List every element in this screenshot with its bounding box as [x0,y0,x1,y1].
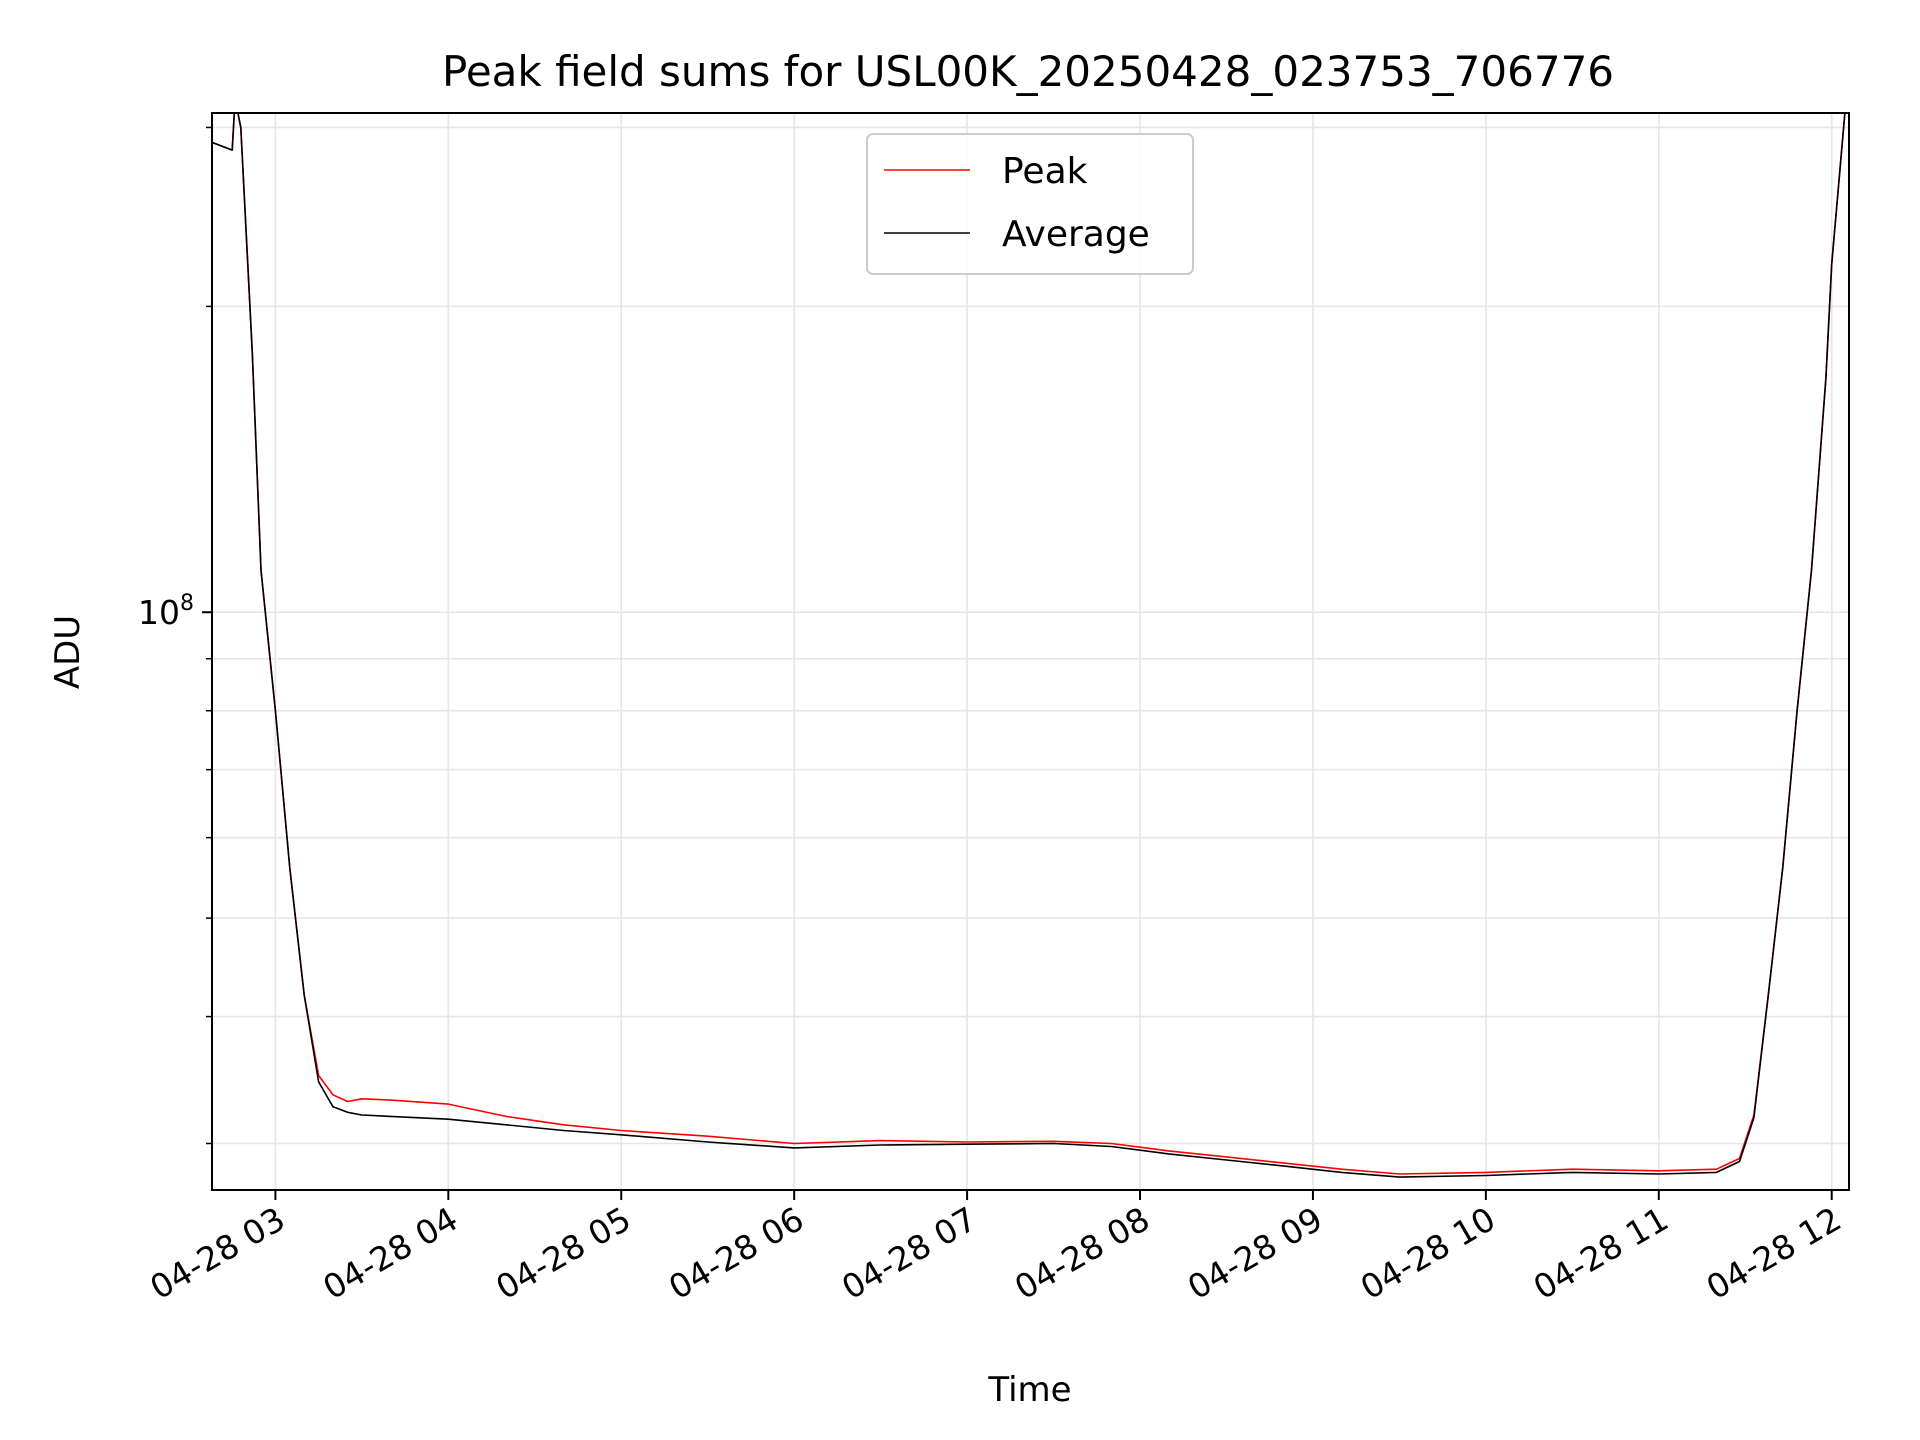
legend-label-average: Average [1002,214,1150,255]
chart-title: Peak field sums for USL00K_20250428_0237… [442,47,1614,96]
y-tick-label: 108 [138,591,194,632]
series-layer [212,113,1846,1178]
legend-box [866,133,1194,275]
y-axis-label: ADU [48,615,88,689]
series-line-average [212,113,1846,1178]
plot-frame [211,112,1850,1191]
legend: Peak Average [866,133,1194,275]
x-axis-label: Time [987,1370,1071,1410]
legend-label-peak: Peak [1002,151,1088,192]
